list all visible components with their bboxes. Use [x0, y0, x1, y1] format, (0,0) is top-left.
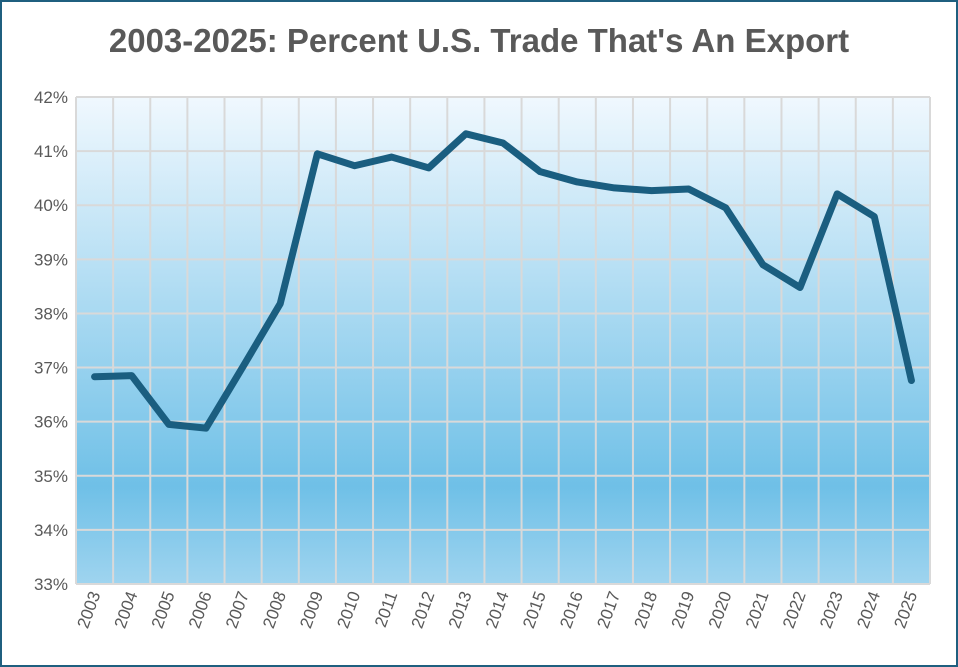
- y-tick-label: 39%: [34, 250, 68, 269]
- x-tick-label: 2020: [705, 589, 736, 631]
- x-tick-label: 2018: [630, 589, 661, 631]
- x-tick-label: 2011: [371, 589, 401, 630]
- y-tick-label: 37%: [34, 359, 68, 378]
- x-tick-label: 2019: [668, 589, 699, 631]
- x-tick-label: 2022: [779, 589, 810, 631]
- x-tick-label: 2014: [482, 589, 513, 631]
- x-tick-label: 2012: [408, 589, 439, 631]
- x-tick-label: 2009: [296, 589, 327, 631]
- y-tick-label: 40%: [34, 196, 68, 215]
- plot-area: [76, 97, 930, 584]
- x-tick-label: 2025: [890, 589, 921, 631]
- y-tick-label: 35%: [34, 467, 68, 486]
- x-tick-label: 2003: [74, 589, 105, 631]
- x-tick-label: 2005: [148, 589, 179, 631]
- y-tick-label: 36%: [34, 413, 68, 432]
- y-tick-label: 38%: [34, 304, 68, 323]
- x-tick-label: 2017: [593, 589, 624, 631]
- x-tick-label: 2013: [445, 589, 476, 631]
- x-tick-label: 2008: [259, 589, 290, 631]
- x-tick-label: 2006: [185, 589, 216, 631]
- x-tick-label: 2015: [519, 589, 550, 631]
- x-tick-label: 2007: [222, 589, 253, 631]
- x-tick-label: 2010: [333, 589, 364, 631]
- x-tick-label: 2004: [111, 589, 142, 631]
- x-tick-label: 2023: [816, 589, 847, 631]
- y-tick-label: 42%: [34, 88, 68, 107]
- x-tick-label: 2016: [556, 589, 587, 631]
- x-tick-label: 2024: [853, 589, 884, 631]
- x-tick-label: 2021: [742, 589, 773, 631]
- y-tick-label: 41%: [34, 142, 68, 161]
- y-tick-label: 34%: [34, 521, 68, 540]
- y-tick-label: 33%: [34, 575, 68, 594]
- chart-title: 2003-2025: Percent U.S. Trade That's An …: [108, 22, 850, 59]
